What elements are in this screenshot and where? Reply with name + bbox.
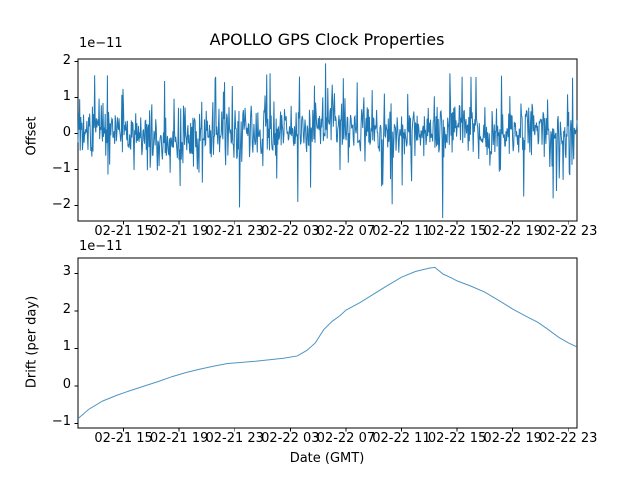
y-tick-label: −1 [51,160,71,176]
x-tick-label: 02-22 03 [261,224,320,239]
x-tick-label: 02-22 03 [261,431,320,446]
x-tick-label: 02-21 15 [94,224,153,239]
x-tick-label: 02-22 11 [372,431,431,446]
offset-axes-ticks [74,61,569,225]
drift-axis-scale-note: 1e−11 [79,239,123,254]
drift-axes [74,257,578,432]
x-tick-label: 02-22 07 [316,224,376,239]
y-tick-label: 0 [62,124,71,140]
y-tick-label: 1 [62,88,71,104]
offset-axes-frame [77,58,578,222]
x-tick-label: 02-21 19 [149,431,209,446]
offset-axis-scale-note: 1e−11 [79,36,123,51]
drift-series-line [77,266,578,419]
x-tick-label: 02-21 15 [94,431,153,446]
x-axis-label: Date (GMT) [289,451,365,466]
x-tick-label: 02-21 23 [205,224,264,239]
x-tick-label: 02-22 19 [483,224,542,239]
y-tick-label: −1 [51,414,71,430]
x-tick-label: 02-22 23 [539,224,598,239]
offset-series-line [77,63,578,219]
drift-axes-ticks [74,272,569,432]
offset-axes [74,58,578,225]
y-tick-label: 2 [62,301,71,317]
y-tick-label: 1 [62,339,71,355]
x-tick-label: 02-22 23 [539,431,598,446]
x-tick-label: 02-22 15 [427,224,487,239]
y-tick-label: 0 [62,376,71,392]
x-tick-label: 02-22 15 [427,431,487,446]
x-tick-label: 02-22 07 [316,431,376,446]
x-tick-label: 02-21 23 [205,431,264,446]
figure-title: APOLLO GPS Clock Properties [209,30,445,49]
x-tick-label: 02-22 11 [372,224,431,239]
y-tick-label: 2 [62,52,71,68]
x-tick-label: 02-22 19 [483,431,542,446]
drift-axes-frame [77,257,578,429]
y-tick-label: −2 [51,196,71,212]
x-tick-label: 02-21 19 [149,224,209,239]
y-tick-label: 3 [62,264,71,280]
